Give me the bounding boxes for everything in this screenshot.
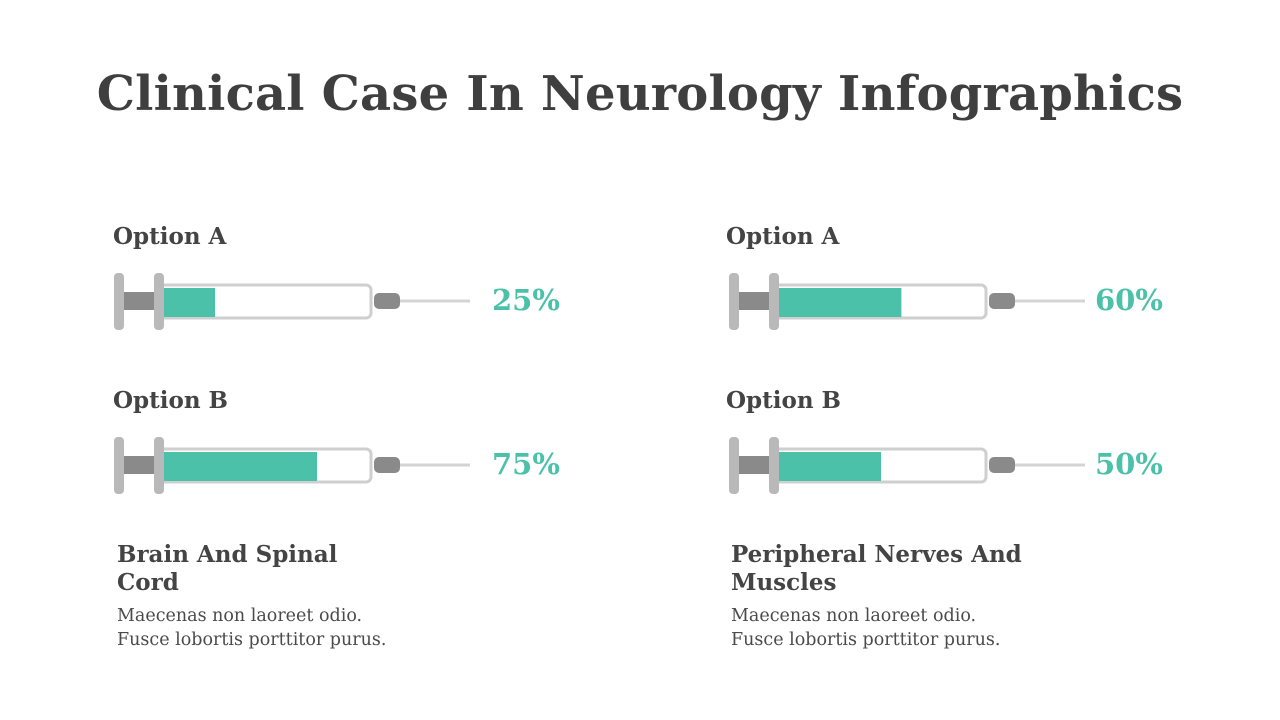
column-description-right-line2: Fusce lobortis porttitor purus.	[731, 630, 1001, 650]
column-description-right-line1: Maecenas non laoreet odio.	[731, 606, 977, 626]
syringe-bar-right-option-a	[729, 273, 1085, 330]
syringe-thumb-press	[114, 437, 124, 494]
syringe-needle	[398, 299, 470, 303]
syringe-flange	[154, 437, 164, 494]
syringe-bar-left-option-a	[114, 273, 470, 330]
syringe-thumb-press	[729, 273, 739, 330]
syringe-bar-left-option-b	[114, 437, 470, 494]
syringe-fill-bar	[779, 288, 902, 317]
syringe-thumb-press	[729, 437, 739, 494]
column-description-left-line2: Fusce lobortis porttitor purus.	[117, 630, 387, 650]
syringe-bar-right-option-b	[729, 437, 1085, 494]
syringe-plunger-rod	[122, 456, 158, 474]
column-description-left: Maecenas non laoreet odio. Fusce loborti…	[117, 604, 437, 652]
percent-label-left-option-a: 25%	[492, 283, 560, 317]
syringe-fill-bar	[164, 288, 215, 317]
syringe-fill-bar	[164, 452, 317, 481]
syringe-hub	[374, 293, 400, 309]
percent-label-right-option-b: 50%	[1095, 447, 1163, 481]
column-heading-left-line2: Cord	[117, 569, 179, 596]
column-description-right: Maecenas non laoreet odio. Fusce loborti…	[731, 604, 1051, 652]
percent-label-right-option-a: 60%	[1095, 283, 1163, 317]
option-a-label-right: Option A	[726, 223, 840, 250]
syringe-needle	[1013, 463, 1085, 467]
option-a-label-left: Option A	[113, 223, 227, 250]
syringe-fill-bar	[779, 452, 881, 481]
column-heading-right-line2: Muscles	[731, 569, 837, 596]
syringe-hub	[989, 293, 1015, 309]
syringe-flange	[769, 273, 779, 330]
column-heading-left: Brain And Spinal Cord	[117, 541, 417, 597]
syringe-flange	[769, 437, 779, 494]
column-heading-left-line1: Brain And Spinal	[117, 541, 338, 568]
syringe-hub	[374, 457, 400, 473]
syringe-plunger-rod	[122, 292, 158, 310]
syringe-hub	[989, 457, 1015, 473]
column-description-left-line1: Maecenas non laoreet odio.	[117, 606, 363, 626]
option-b-label-right: Option B	[726, 387, 841, 414]
syringe-plunger-rod	[737, 456, 773, 474]
syringe-thumb-press	[114, 273, 124, 330]
percent-label-left-option-b: 75%	[492, 447, 560, 481]
page-title: Clinical Case In Neurology Infographics	[96, 66, 1184, 122]
syringe-needle	[1013, 299, 1085, 303]
option-b-label-left: Option B	[113, 387, 228, 414]
column-heading-right-line1: Peripheral Nerves And	[731, 541, 1022, 568]
syringe-needle	[398, 463, 470, 467]
syringe-flange	[154, 273, 164, 330]
column-heading-right: Peripheral Nerves And Muscles	[731, 541, 1031, 597]
syringe-plunger-rod	[737, 292, 773, 310]
